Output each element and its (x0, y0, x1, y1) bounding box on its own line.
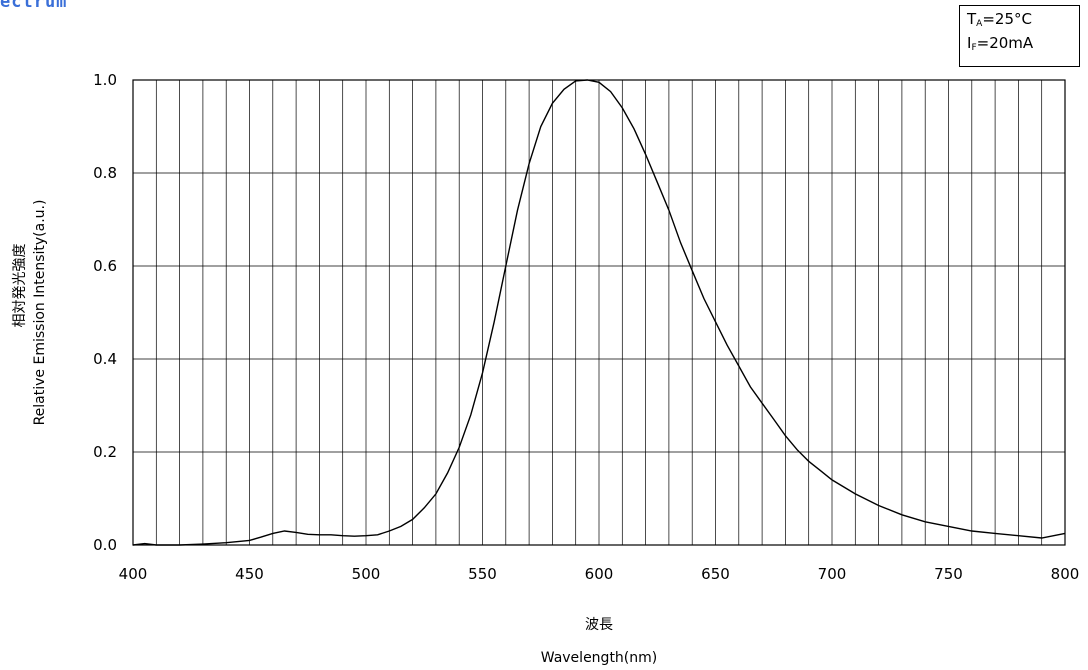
x-tick-label: 800 (1051, 565, 1080, 583)
x-axis-label-jp: 波長 (585, 617, 613, 633)
x-tick-label: 500 (352, 565, 381, 583)
y-axis-label-jp: 相対発光強度 (12, 244, 28, 328)
y-tick-label: 0.6 (93, 257, 117, 275)
emission-spectrum-line (132, 79, 1066, 546)
chart-title: ectrum (0, 0, 68, 12)
conditions-box: TA=25°C IF=20mA (959, 5, 1080, 67)
x-tick-label: 550 (468, 565, 497, 583)
x-tick-label: 650 (701, 565, 730, 583)
y-tick-label: 0.2 (93, 443, 117, 461)
y-tick-label: 1.0 (93, 71, 117, 89)
ta-condition: TA=25°C (967, 10, 1032, 29)
plot-frame (132, 79, 1066, 546)
if-condition: IF=20mA (967, 34, 1034, 53)
y-tick-label: 0.8 (93, 164, 117, 182)
x-tick-label: 600 (585, 565, 614, 583)
curve-group (132, 79, 1066, 546)
chart-grid (133, 80, 1065, 545)
x-tick-label: 700 (818, 565, 847, 583)
y-tick-label: 0.4 (93, 350, 117, 368)
y-axis-label: Relative Emission Intensity(a.u.) (32, 200, 48, 426)
x-tick-label: 400 (119, 565, 148, 583)
x-tick-label: 450 (235, 565, 264, 583)
y-tick-labels: 0.0 0.2 0.4 0.6 0.8 1.0 (93, 71, 117, 554)
x-tick-labels: 400 450 500 550 600 650 700 750 800 (119, 565, 1080, 583)
y-tick-label: 0.0 (93, 536, 117, 554)
x-tick-label: 750 (934, 565, 963, 583)
x-axis-label: Wavelength(nm) (541, 650, 657, 666)
